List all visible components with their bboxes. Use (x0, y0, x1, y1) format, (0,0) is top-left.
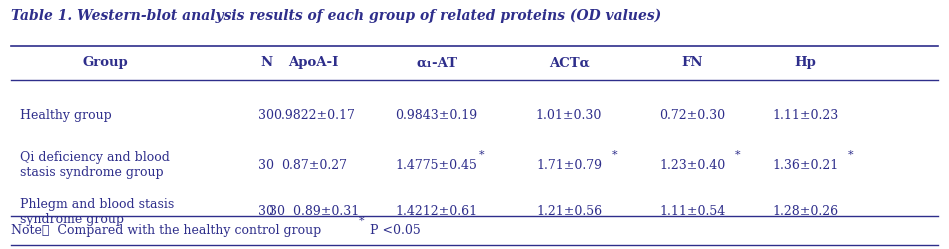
Text: P <0.05: P <0.05 (370, 224, 421, 237)
Text: ACTα: ACTα (549, 57, 589, 69)
Text: 0.9843±0.19: 0.9843±0.19 (396, 109, 477, 122)
Text: 1.23±0.40: 1.23±0.40 (659, 159, 725, 172)
Text: 1.11±0.54: 1.11±0.54 (659, 205, 725, 218)
Text: Phlegm and blood stasis
syndrome group: Phlegm and blood stasis syndrome group (20, 198, 175, 226)
Text: *: * (612, 150, 618, 160)
Text: *: * (848, 150, 854, 160)
Text: *: * (359, 216, 364, 226)
Text: ApoA-I: ApoA-I (288, 57, 339, 69)
Text: FN: FN (681, 57, 703, 69)
Text: Hp: Hp (794, 57, 817, 69)
Text: 1.11±0.23: 1.11±0.23 (772, 109, 839, 122)
Text: 1.28±0.26: 1.28±0.26 (772, 205, 839, 218)
Text: N: N (260, 57, 272, 69)
Text: 1.01±0.30: 1.01±0.30 (536, 109, 603, 122)
Text: 30: 30 (258, 159, 274, 172)
Text: 30: 30 (258, 109, 274, 122)
Text: α₁-AT: α₁-AT (417, 57, 457, 69)
Text: Note：  Compared with the healthy control group: Note： Compared with the healthy control … (10, 224, 326, 237)
Text: Table 1. Western-blot analysis results of each group of related proteins (OD val: Table 1. Western-blot analysis results o… (10, 9, 661, 23)
Text: 0.9822±0.17: 0.9822±0.17 (272, 109, 355, 122)
Text: 1.21±0.56: 1.21±0.56 (536, 205, 603, 218)
Text: 1.4775±0.45: 1.4775±0.45 (396, 159, 477, 172)
Text: 30: 30 (258, 205, 274, 218)
Text: 1.36±0.21: 1.36±0.21 (772, 159, 839, 172)
Text: Qi deficiency and blood
stasis syndrome group: Qi deficiency and blood stasis syndrome … (20, 151, 170, 179)
Text: 1.71±0.79: 1.71±0.79 (536, 159, 602, 172)
Text: Group: Group (83, 57, 128, 69)
Text: 0.72±0.30: 0.72±0.30 (659, 109, 725, 122)
Text: *: * (735, 150, 740, 160)
Text: 0.87±0.27: 0.87±0.27 (281, 159, 346, 172)
Text: *: * (479, 150, 485, 160)
Text: 30  0.89±0.31: 30 0.89±0.31 (269, 205, 359, 218)
Text: 1.4212±0.61: 1.4212±0.61 (396, 205, 477, 218)
Text: Healthy group: Healthy group (20, 109, 112, 122)
